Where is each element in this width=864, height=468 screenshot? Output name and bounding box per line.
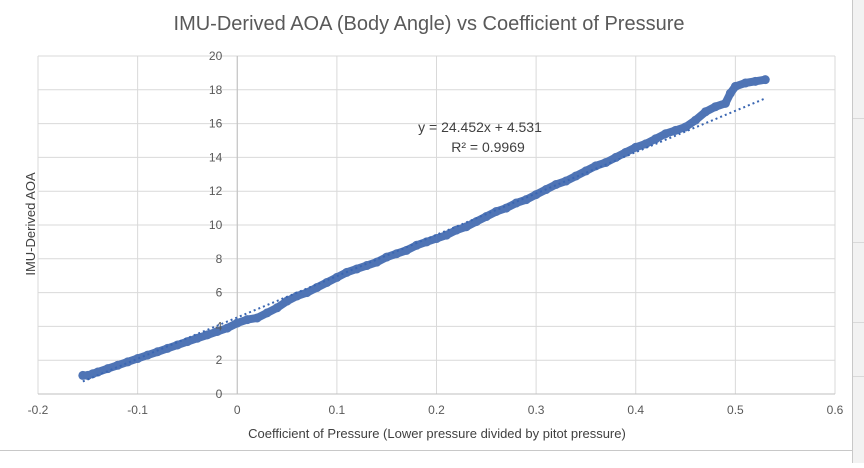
spreadsheet-gridline (853, 322, 864, 323)
data-point (750, 76, 760, 86)
data-point (471, 217, 481, 227)
y-tick-label: 4 (216, 319, 223, 333)
data-point (212, 326, 222, 336)
y-tick-label: 10 (209, 218, 223, 232)
x-tick-label: 0.2 (428, 403, 445, 417)
data-point (362, 261, 372, 271)
data-point (163, 343, 173, 353)
data-point (740, 78, 750, 88)
data-point (671, 125, 681, 135)
y-tick-label: 20 (209, 49, 223, 63)
x-tick-label: -0.2 (28, 403, 49, 417)
data-point (103, 364, 113, 374)
trendline-r-squared: R² = 0.9969 (451, 139, 525, 155)
data-point (681, 122, 691, 132)
data-point (611, 152, 621, 162)
window-edge-right (852, 0, 853, 463)
x-axis-label: Coefficient of Pressure (Lower pressure … (248, 426, 626, 441)
spreadsheet-gridline (853, 242, 864, 243)
chart-title: IMU-Derived AOA (Body Angle) vs Coeffici… (174, 13, 685, 35)
data-point (232, 318, 242, 328)
data-point (302, 288, 312, 298)
x-tick-label: 0.6 (827, 403, 844, 417)
x-tick-label: 0 (234, 403, 241, 417)
spreadsheet-gridline (853, 118, 864, 119)
data-point (402, 245, 412, 255)
y-tick-label: 18 (209, 83, 223, 97)
data-point (601, 157, 611, 167)
data-point (222, 323, 232, 333)
data-point (651, 134, 661, 144)
data-point (202, 330, 212, 340)
data-point (521, 195, 531, 205)
data-point (272, 303, 282, 313)
data-point (700, 107, 710, 117)
data-point (581, 166, 591, 176)
data-point (352, 264, 362, 274)
y-tick-label: 16 (209, 117, 223, 131)
spreadsheet-gridline (853, 376, 864, 377)
spreadsheet-background-strip (853, 0, 864, 463)
data-point (441, 230, 451, 240)
x-tick-label: 0.3 (528, 403, 545, 417)
data-point (312, 283, 322, 293)
data-point (242, 315, 252, 325)
data-point (591, 161, 601, 171)
data-point (631, 142, 641, 152)
x-tick-label: -0.1 (127, 403, 148, 417)
data-point (531, 190, 541, 200)
trendline-equation: y = 24.452x + 4.531 (418, 119, 542, 135)
y-tick-label: 12 (209, 184, 223, 198)
window-edge-bottom (0, 450, 852, 451)
data-point (725, 88, 735, 98)
data-point (710, 102, 720, 112)
data-point (392, 249, 402, 259)
data-point (143, 350, 153, 360)
y-tick-label: 6 (216, 286, 223, 300)
data-point (730, 81, 740, 91)
data-point (332, 272, 342, 282)
x-tick-label: 0.5 (727, 403, 744, 417)
data-point (422, 237, 432, 247)
y-tick-label: 0 (216, 387, 223, 401)
data-point (93, 367, 103, 377)
data-point (292, 291, 302, 301)
data-point (691, 115, 701, 125)
data-point (561, 176, 571, 186)
data-point (432, 234, 441, 244)
data-point (481, 212, 491, 222)
data-point (262, 308, 272, 318)
y-tick-label: 2 (216, 353, 223, 367)
y-axis-label: IMU-Derived AOA (23, 172, 38, 276)
data-point (760, 75, 770, 85)
data-point (661, 129, 671, 139)
data-point (461, 222, 471, 232)
x-tick-label: 0.4 (627, 403, 644, 417)
data-point (133, 354, 143, 364)
y-tick-label: 8 (216, 252, 223, 266)
data-point (412, 240, 422, 250)
data-point (282, 296, 292, 306)
trendline (82, 97, 766, 383)
data-point (192, 333, 202, 343)
y-tick-label: 14 (209, 150, 223, 164)
data-point (252, 313, 262, 323)
data-point (641, 139, 651, 149)
data-point (153, 347, 163, 357)
data-point (491, 206, 501, 216)
data-point (720, 98, 730, 108)
x-tick-label: 0.1 (329, 403, 346, 417)
data-point (551, 179, 561, 189)
